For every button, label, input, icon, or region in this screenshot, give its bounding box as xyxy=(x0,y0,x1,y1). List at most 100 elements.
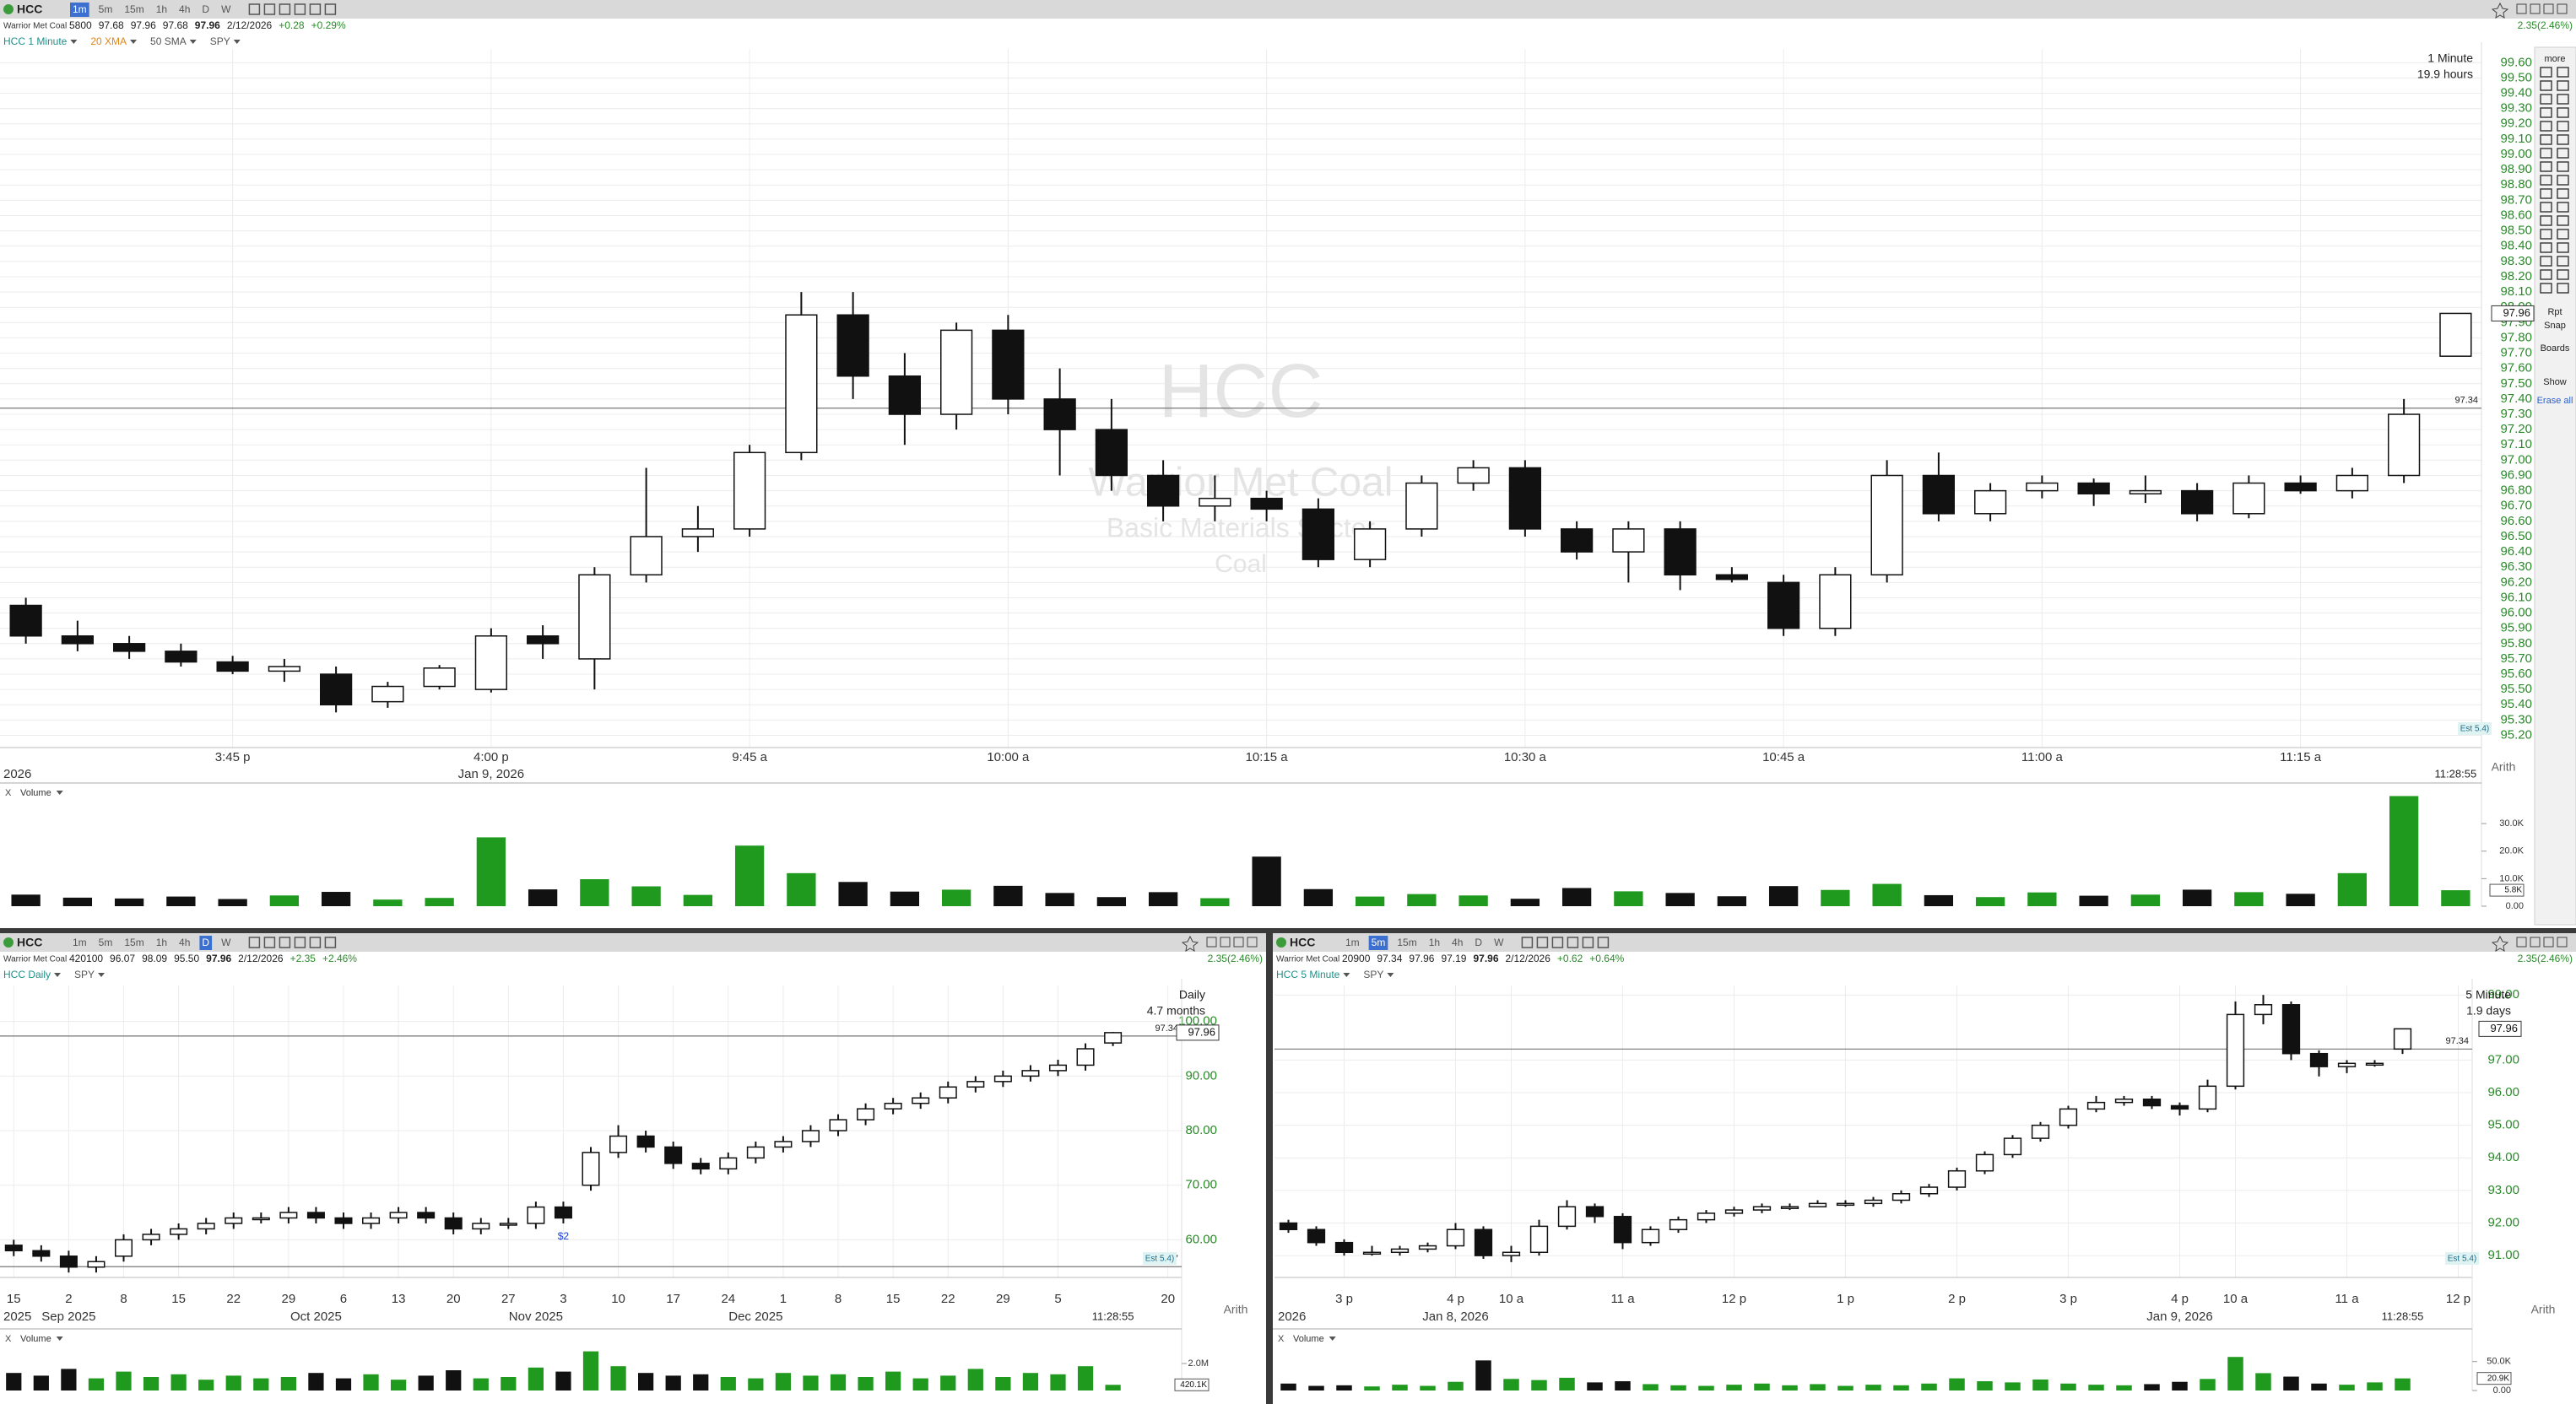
toolbar-icon[interactable] xyxy=(263,3,276,15)
toolbar-icon[interactable] xyxy=(309,937,322,948)
symbol[interactable]: HCC xyxy=(1290,936,1315,949)
interval-button[interactable]: 1m xyxy=(73,3,87,15)
study-label[interactable]: SPY xyxy=(210,35,230,47)
drawing-tool[interactable] xyxy=(2557,107,2569,118)
drawing-tool[interactable] xyxy=(2540,269,2552,280)
dropdown-arrow[interactable] xyxy=(1329,1336,1336,1341)
toolbar-icon[interactable] xyxy=(1597,937,1610,948)
toolbar-label[interactable]: Snap xyxy=(2544,321,2566,331)
drawing-tool[interactable] xyxy=(2540,107,2552,118)
interval-button[interactable]: 4h xyxy=(179,3,190,15)
dropdown-arrow[interactable] xyxy=(54,973,62,977)
interval-button[interactable]: D xyxy=(202,3,209,15)
interval-button[interactable]: 15m xyxy=(124,3,143,15)
dropdown-arrow[interactable] xyxy=(1387,973,1394,977)
interval-button[interactable]: 1h xyxy=(156,937,167,948)
dropdown-arrow[interactable] xyxy=(189,40,197,44)
drawing-tool[interactable] xyxy=(2557,67,2569,78)
drawing-tool[interactable] xyxy=(2557,94,2569,105)
drawing-tool[interactable] xyxy=(2540,121,2552,132)
drawing-tool[interactable] xyxy=(2540,242,2552,253)
dropdown-arrow[interactable] xyxy=(56,1336,63,1341)
interval-button[interactable]: 1m xyxy=(1345,937,1360,948)
toolbar-label[interactable]: Boards xyxy=(2541,343,2570,354)
toolbar-icon[interactable] xyxy=(1521,937,1534,948)
interval-button[interactable]: 1h xyxy=(156,3,167,15)
drawing-tool[interactable] xyxy=(2557,202,2569,213)
dropdown-arrow[interactable] xyxy=(130,40,138,44)
toolbar-label[interactable]: Show xyxy=(2543,377,2567,387)
interval-button[interactable]: D xyxy=(202,937,209,948)
drawing-tool[interactable] xyxy=(2557,80,2569,91)
pane-close[interactable]: X xyxy=(1278,1334,1285,1344)
study-label[interactable]: HCC 5 Minute xyxy=(1276,969,1340,980)
drawing-tool[interactable] xyxy=(2557,269,2569,280)
toolbar-icon[interactable] xyxy=(1582,937,1594,948)
favorite-star[interactable] xyxy=(1181,935,1199,952)
scale-mode[interactable]: Arith xyxy=(2531,1303,2556,1316)
study-label[interactable]: SPY xyxy=(74,969,95,980)
interval-button[interactable]: 1h xyxy=(1429,937,1440,948)
window-button[interactable] xyxy=(2557,3,2568,14)
drawing-tool[interactable] xyxy=(2557,256,2569,267)
drawing-tool[interactable] xyxy=(2540,229,2552,240)
toolbar-label[interactable]: more xyxy=(2544,54,2565,64)
drawing-tool[interactable] xyxy=(2540,161,2552,172)
symbol[interactable]: HCC xyxy=(17,936,42,949)
interval-button[interactable]: 15m xyxy=(124,937,143,948)
toolbar-icon[interactable] xyxy=(324,3,337,15)
pane-close[interactable]: X xyxy=(5,1334,12,1344)
toolbar-icon[interactable] xyxy=(1567,937,1579,948)
toolbar-icon[interactable] xyxy=(294,3,306,15)
dropdown-arrow[interactable] xyxy=(1343,973,1350,977)
window-button[interactable] xyxy=(2516,937,2527,948)
drawing-tool[interactable] xyxy=(2557,134,2569,145)
drawing-tool[interactable] xyxy=(2540,215,2552,226)
dropdown-arrow[interactable] xyxy=(98,973,106,977)
study-label[interactable]: 20 XMA xyxy=(90,35,127,47)
drawing-tool[interactable] xyxy=(2557,121,2569,132)
toolbar-label[interactable]: Erase all xyxy=(2537,396,2573,406)
window-button[interactable] xyxy=(2516,3,2527,14)
drawing-tool[interactable] xyxy=(2557,283,2569,294)
window-button[interactable] xyxy=(1206,937,1217,948)
drawing-tool[interactable] xyxy=(2557,188,2569,199)
toolbar-icon[interactable] xyxy=(324,937,337,948)
drawing-tool[interactable] xyxy=(2557,161,2569,172)
pane-close[interactable]: X xyxy=(5,788,12,798)
interval-button[interactable]: 4h xyxy=(179,937,190,948)
favorite-star[interactable] xyxy=(2491,935,2509,952)
toolbar-icon[interactable] xyxy=(279,937,291,948)
drawing-tool[interactable] xyxy=(2557,148,2569,159)
interval-button[interactable]: 1m xyxy=(73,937,87,948)
toolbar-icon[interactable] xyxy=(1551,937,1564,948)
window-button[interactable] xyxy=(2543,3,2554,14)
favorite-star[interactable] xyxy=(2491,2,2509,19)
toolbar-icon[interactable] xyxy=(1536,937,1549,948)
scale-mode[interactable]: Arith xyxy=(2492,760,2516,774)
window-button[interactable] xyxy=(2557,937,2568,948)
drawing-tool[interactable] xyxy=(2540,283,2552,294)
dropdown-arrow[interactable] xyxy=(56,791,63,795)
interval-button[interactable]: 4h xyxy=(1452,937,1463,948)
symbol-icon[interactable] xyxy=(1276,937,1286,948)
drawing-tool[interactable] xyxy=(2540,256,2552,267)
drawing-tool[interactable] xyxy=(2540,94,2552,105)
interval-button[interactable]: W xyxy=(1494,937,1504,948)
drawing-tool[interactable] xyxy=(2557,175,2569,186)
dropdown-arrow[interactable] xyxy=(70,40,78,44)
window-button[interactable] xyxy=(1233,937,1244,948)
drawing-tool[interactable] xyxy=(2540,148,2552,159)
window-button[interactable] xyxy=(2530,937,2541,948)
interval-button[interactable]: W xyxy=(221,3,231,15)
toolbar-icon[interactable] xyxy=(279,3,291,15)
scale-mode[interactable]: Arith xyxy=(1224,1303,1248,1316)
drawing-tool[interactable] xyxy=(2557,242,2569,253)
toolbar-label[interactable]: Rpt xyxy=(2547,307,2562,317)
drawing-tool[interactable] xyxy=(2540,202,2552,213)
study-label[interactable]: SPY xyxy=(1363,969,1383,980)
window-button[interactable] xyxy=(1220,937,1231,948)
drawing-tool[interactable] xyxy=(2540,175,2552,186)
interval-button[interactable]: 5m xyxy=(99,937,113,948)
window-button[interactable] xyxy=(2530,3,2541,14)
